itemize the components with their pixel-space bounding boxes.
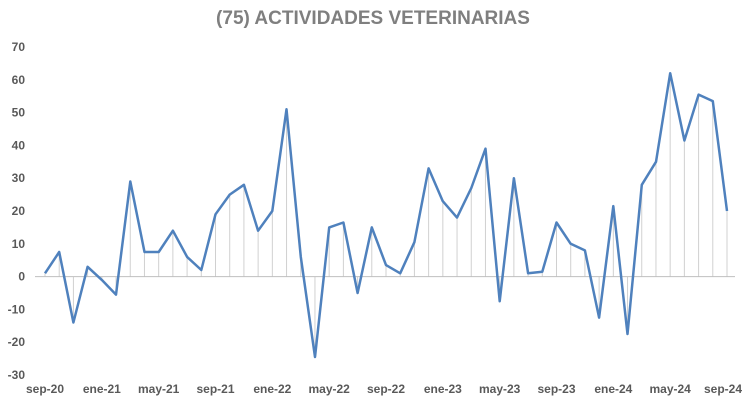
x-tick-label: sep-20 [26,382,64,396]
x-tick-label: may-23 [479,382,521,396]
y-tick-label: 70 [12,40,26,54]
y-tick-label: 40 [12,138,26,152]
chart-title: (75) ACTIVIDADES VETERINARIAS [216,8,530,29]
x-tick-label: may-21 [138,382,180,396]
y-tick-label: 10 [12,237,26,251]
x-tick-label: sep-24 [704,382,742,396]
y-tick-label: 60 [12,73,26,87]
y-axis-tick-labels: 70 60 50 40 30 20 10 0 -10 -20 -30 [8,40,26,382]
x-tick-label: sep-21 [196,382,234,396]
y-tick-label: -30 [8,368,26,382]
series-line [43,71,729,359]
y-tick-label: 30 [12,171,26,185]
x-tick-label: sep-22 [367,382,405,396]
x-tick-label: may-22 [308,382,350,396]
x-tick-label: ene-21 [83,382,121,396]
drop-lines [44,73,728,357]
y-tick-label: 50 [12,106,26,120]
x-tick-label: ene-22 [253,382,291,396]
x-tick-label: sep-23 [537,382,575,396]
x-tick-label: ene-23 [424,382,462,396]
x-tick-label: ene-24 [594,382,632,396]
y-tick-label: 20 [12,204,26,218]
x-tick-label: may-24 [649,382,691,396]
y-tick-label: -20 [8,335,26,349]
x-axis-tick-labels: sep-20 ene-21 may-21 sep-21 ene-22 may-22 sep-… [26,382,742,396]
y-tick-label: 0 [18,270,25,284]
y-tick-label: -10 [8,302,26,316]
